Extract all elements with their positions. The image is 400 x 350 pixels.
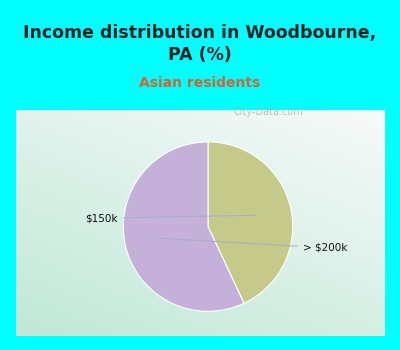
Text: Asian residents: Asian residents bbox=[139, 76, 261, 90]
Wedge shape bbox=[123, 142, 244, 312]
Wedge shape bbox=[208, 142, 293, 303]
Text: $150k: $150k bbox=[85, 213, 256, 223]
Text: Income distribution in Woodbourne,
PA (%): Income distribution in Woodbourne, PA (%… bbox=[24, 24, 376, 64]
Text: > $200k: > $200k bbox=[160, 238, 347, 253]
Text: City-Data.com: City-Data.com bbox=[234, 106, 303, 117]
